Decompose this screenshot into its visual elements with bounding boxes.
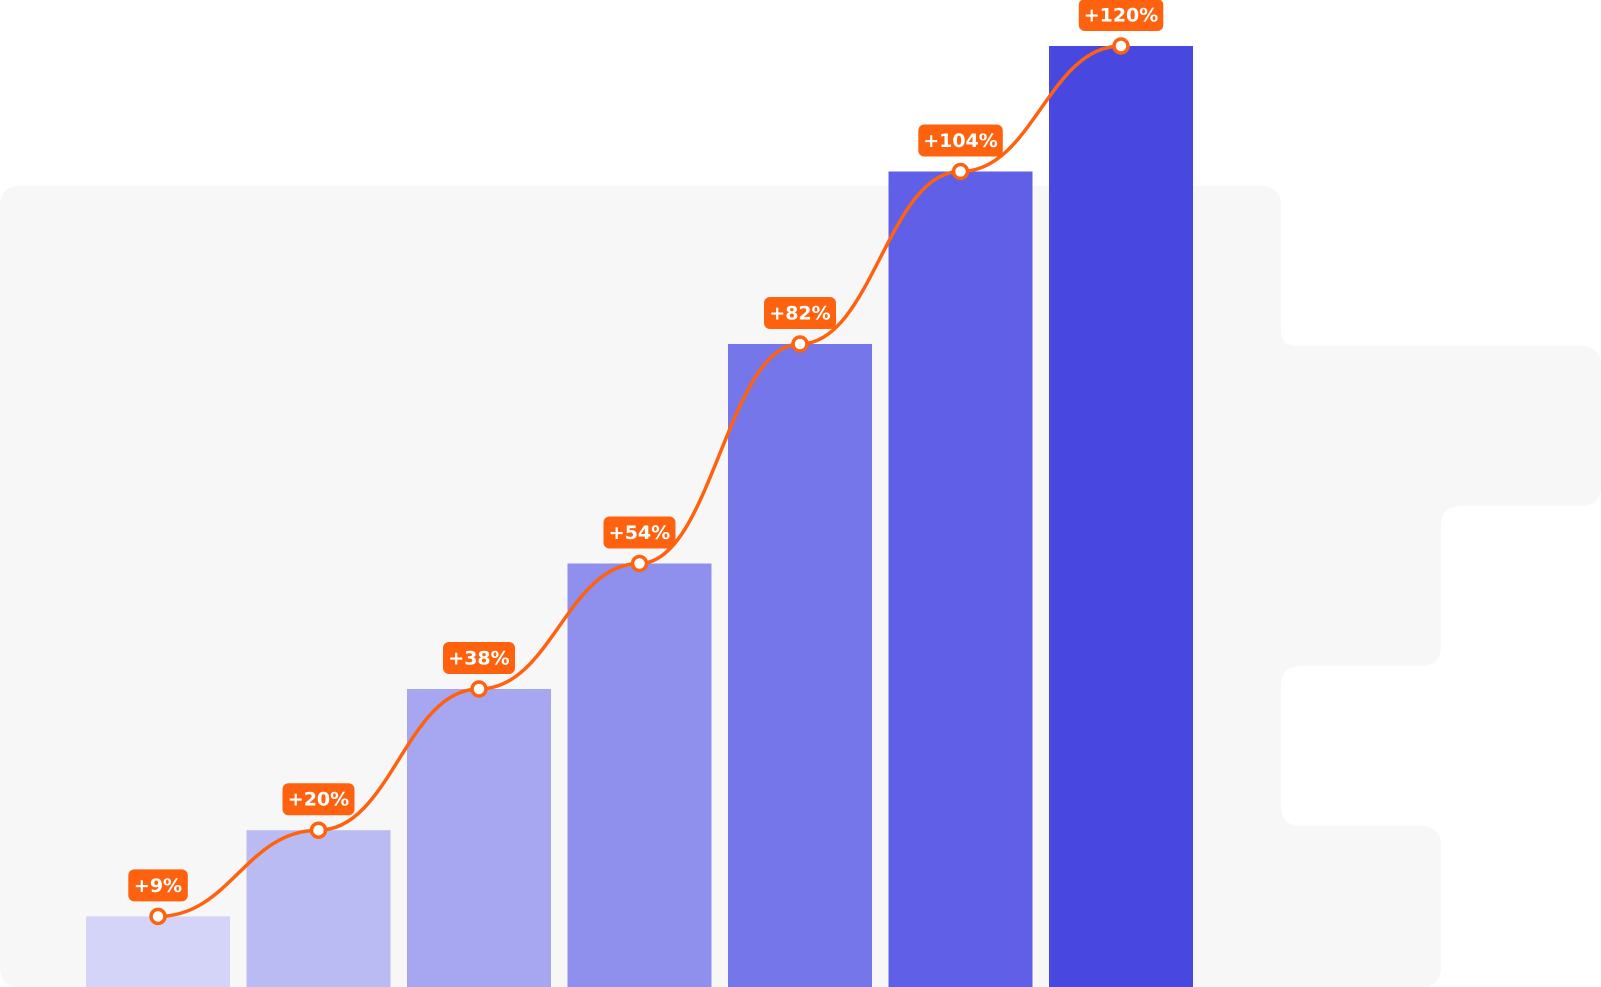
data-label-5: +82%	[764, 297, 836, 329]
data-label-text: +20%	[288, 789, 349, 811]
bar-2	[246, 830, 391, 987]
data-label-6: +104%	[918, 124, 1003, 157]
bar-4	[567, 563, 712, 987]
data-label-text: +54%	[609, 522, 670, 544]
bar-6	[888, 171, 1033, 987]
bar-5	[728, 344, 872, 987]
data-label-1: +9%	[128, 869, 188, 902]
data-point-marker-7	[1112, 37, 1130, 55]
data-point-marker-6	[951, 162, 970, 181]
markers-group	[149, 37, 1130, 926]
data-label-4: +54%	[603, 516, 676, 549]
data-point-marker-1	[149, 907, 167, 926]
data-label-badge	[764, 297, 836, 329]
data-label-badge	[282, 783, 355, 816]
data-label-3: +38%	[443, 642, 515, 674]
data-label-text: +104%	[923, 130, 998, 152]
data-labels-group: +9% +20% +38% +54% +82% +104% +120%	[128, 0, 1164, 902]
data-point-marker-2	[309, 821, 328, 839]
data-label-text: +120%	[1084, 5, 1159, 27]
data-label-7: +120%	[1078, 0, 1164, 31]
bar-1	[86, 916, 230, 987]
data-label-badge	[1078, 0, 1164, 31]
bars-group	[86, 46, 1193, 987]
data-label-badge	[918, 124, 1003, 157]
data-label-text: +38%	[448, 648, 509, 670]
bar-3	[407, 689, 551, 987]
bar-7	[1049, 46, 1193, 987]
data-label-badge	[128, 869, 188, 902]
data-label-text: +82%	[769, 303, 830, 325]
data-point-marker-3	[470, 680, 488, 698]
data-label-badge	[443, 642, 515, 674]
data-point-marker-4	[630, 554, 649, 573]
data-label-badge	[603, 516, 676, 549]
data-point-marker-5	[791, 335, 809, 353]
data-label-text: +9%	[134, 875, 182, 897]
data-label-2: +20%	[282, 783, 355, 816]
